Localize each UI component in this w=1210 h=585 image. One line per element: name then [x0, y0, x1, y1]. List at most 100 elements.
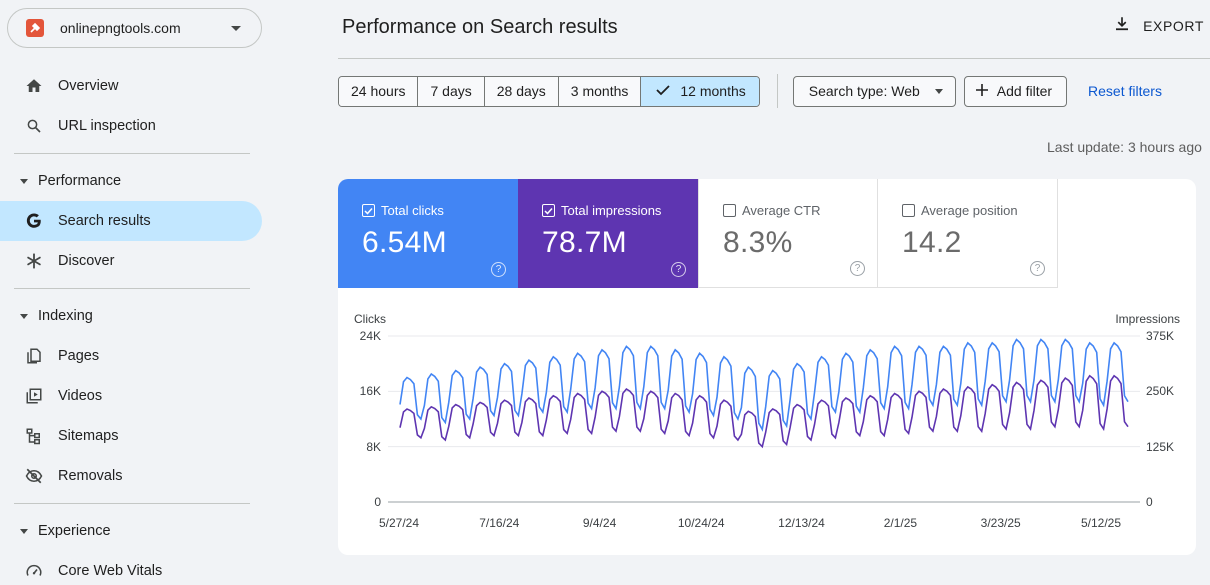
property-selector[interactable]: onlinepngtools.com — [7, 8, 262, 48]
divider — [14, 288, 250, 289]
section-title: Performance — [38, 173, 122, 189]
date-range-label: 28 days — [496, 83, 546, 99]
video-icon — [24, 386, 44, 406]
filter-bar: 24 hours 7 days 28 days 3 months 12 mont… — [338, 74, 1162, 108]
last-update-text: Last update: 3 hours ago — [1047, 139, 1202, 155]
help-icon[interactable]: ? — [850, 261, 865, 276]
date-range-label: 3 months — [570, 83, 629, 99]
metric-total-clicks[interactable]: Total clicks 6.54M ? — [338, 179, 518, 288]
help-icon[interactable]: ? — [671, 262, 686, 277]
right-axis-tick: 0 — [1146, 495, 1153, 509]
add-filter-button[interactable]: Add filter — [963, 75, 1068, 107]
google-g-icon — [24, 211, 44, 231]
divider — [14, 153, 250, 154]
sidebar-item-overview[interactable]: Overview — [0, 66, 262, 106]
caret-down-icon — [20, 313, 28, 319]
help-icon[interactable]: ? — [491, 262, 506, 277]
right-axis-tick: 375K — [1146, 329, 1175, 343]
x-axis-tick: 5/12/25 — [1080, 516, 1122, 530]
date-range-label: 7 days — [430, 83, 472, 99]
metric-label: Total impressions — [561, 203, 662, 218]
chevron-down-icon — [231, 25, 241, 31]
section-indexing[interactable]: Indexing — [0, 296, 275, 336]
checkbox-checked-icon[interactable] — [362, 204, 375, 217]
page-title: Performance on Search results — [342, 16, 618, 38]
right-axis-label: Impressions — [1115, 312, 1180, 326]
caret-down-icon — [934, 88, 943, 94]
checkbox-checked-icon[interactable] — [542, 204, 555, 217]
performance-card: Total clicks 6.54M ? Total impressions 7… — [338, 179, 1196, 555]
left-axis-label: Clicks — [354, 312, 386, 326]
date-range-7-days[interactable]: 7 days — [418, 76, 485, 106]
left-axis-tick: 16K — [359, 384, 381, 399]
metric-value: 6.54M — [362, 226, 447, 259]
caret-down-icon — [20, 528, 28, 534]
date-range-3-months[interactable]: 3 months — [558, 76, 642, 106]
search-type-dropdown[interactable]: Search type: Web — [792, 75, 956, 107]
check-icon — [656, 83, 671, 99]
sidebar-nav: Overview URL inspection Performance Sear… — [0, 66, 275, 585]
asterisk-icon — [24, 251, 44, 271]
sitemap-icon — [24, 426, 44, 446]
sidebar-item-removals[interactable]: Removals — [0, 456, 262, 496]
date-range-label: 24 hours — [351, 83, 406, 99]
main-content: Performance on Search results EXPORT 24 … — [338, 0, 1210, 585]
page-header: Performance on Search results EXPORT — [338, 0, 1210, 59]
right-axis-tick: 250K — [1146, 384, 1175, 399]
metric-label: Average CTR — [742, 203, 821, 218]
export-button[interactable]: EXPORT — [1113, 15, 1204, 36]
sidebar-item-videos[interactable]: Videos — [0, 376, 262, 416]
download-icon — [1113, 15, 1131, 36]
sidebar-item-core-web-vitals[interactable]: Core Web Vitals — [0, 551, 262, 585]
sidebar-item-sitemaps[interactable]: Sitemaps — [0, 416, 262, 456]
x-axis-tick: 2/1/25 — [883, 516, 918, 530]
metric-label: Average position — [921, 203, 1018, 218]
right-axis-tick: 125K — [1146, 439, 1175, 454]
metric-average-ctr[interactable]: Average CTR 8.3% ? — [698, 179, 878, 288]
sidebar-item-label: Search results — [58, 213, 151, 229]
sidebar-item-label: Videos — [58, 388, 103, 404]
metric-value: 78.7M — [542, 226, 627, 259]
date-range-28-days[interactable]: 28 days — [484, 76, 559, 106]
checkbox-unchecked-icon[interactable] — [902, 204, 915, 217]
series-clicks-line — [399, 338, 1129, 432]
site-favicon-icon — [26, 19, 44, 37]
series-impressions-line — [399, 374, 1129, 449]
caret-down-icon — [20, 178, 28, 184]
divider — [776, 74, 778, 108]
checkbox-unchecked-icon[interactable] — [723, 204, 736, 217]
help-icon[interactable]: ? — [1030, 261, 1045, 276]
date-range-12-months[interactable]: 12 months — [641, 76, 759, 106]
date-range-selector: 24 hours 7 days 28 days 3 months 12 mont… — [338, 75, 760, 107]
reset-filters-link[interactable]: Reset filters — [1088, 83, 1162, 99]
x-axis-tick: 9/4/24 — [582, 516, 617, 530]
metric-value: 14.2 — [902, 226, 962, 259]
sidebar-item-label: URL inspection — [58, 118, 156, 134]
sidebar: onlinepngtools.com Overview URL inspecti… — [0, 0, 275, 585]
chart-svg — [388, 335, 1140, 503]
sidebar-item-label: Sitemaps — [58, 428, 119, 444]
x-axis-tick: 10/24/24 — [677, 516, 725, 530]
x-axis-tick: 3/23/25 — [980, 516, 1021, 530]
sidebar-item-label: Core Web Vitals — [58, 563, 163, 579]
date-range-label: 12 months — [680, 83, 746, 99]
left-axis-tick: 8K — [366, 439, 381, 454]
sidebar-item-pages[interactable]: Pages — [0, 336, 262, 376]
left-axis-tick: 24K — [359, 329, 381, 343]
sidebar-item-label: Discover — [58, 253, 115, 269]
metric-total-impressions[interactable]: Total impressions 78.7M ? — [518, 179, 698, 288]
sidebar-item-url-inspection[interactable]: URL inspection — [0, 106, 262, 146]
metric-label: Total clicks — [381, 203, 444, 218]
sidebar-item-label: Removals — [58, 468, 123, 484]
sidebar-item-discover[interactable]: Discover — [0, 241, 262, 281]
performance-chart[interactable]: Clicks Impressions 24K 375K 16K 250K 8K 125K 0… — [338, 288, 1196, 555]
metric-average-position[interactable]: Average position 14.2 ? — [878, 179, 1058, 288]
section-performance[interactable]: Performance — [0, 161, 275, 201]
metric-value: 8.3% — [723, 226, 793, 259]
home-icon — [24, 76, 44, 96]
date-range-24-hours[interactable]: 24 hours — [339, 76, 419, 106]
property-name: onlinepngtools.com — [60, 20, 181, 36]
section-experience[interactable]: Experience — [0, 511, 275, 551]
sidebar-item-search-results[interactable]: Search results — [0, 201, 262, 241]
add-filter-label: Add filter — [996, 83, 1053, 99]
